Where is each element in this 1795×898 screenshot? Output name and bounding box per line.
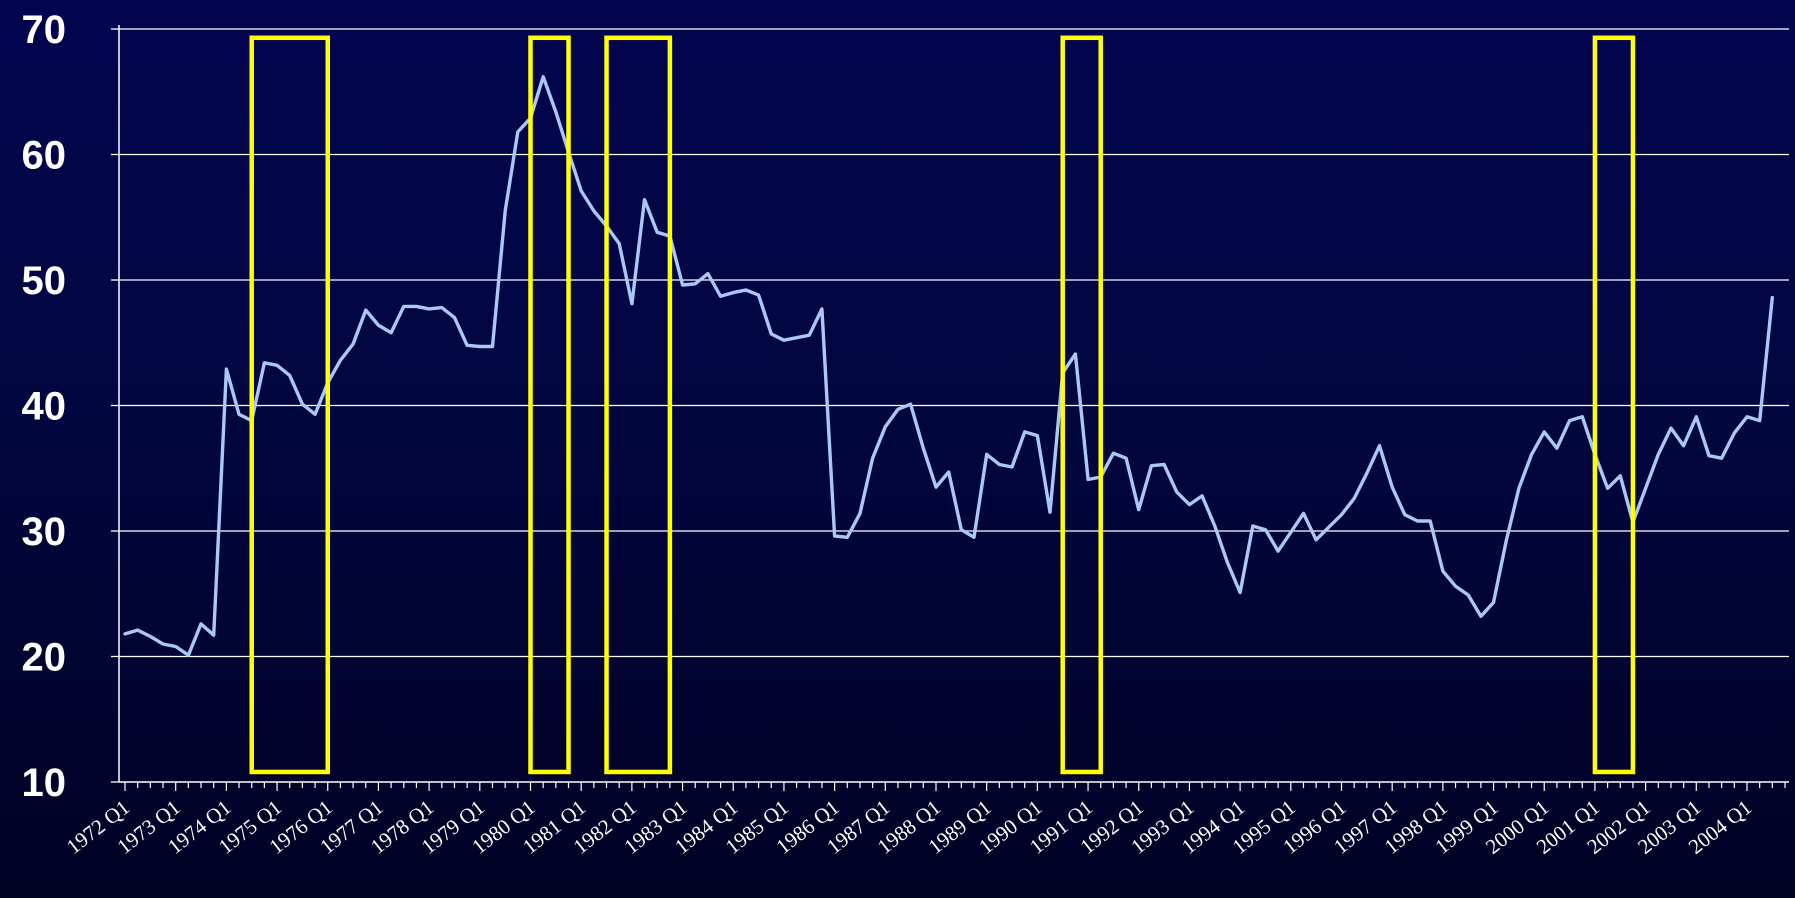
- gridlines: [119, 28, 1789, 658]
- highlight-box-3: [1060, 35, 1103, 775]
- series: [123, 74, 1775, 657]
- highlight-box-0: [249, 35, 330, 775]
- highlight-box-1: [528, 35, 571, 775]
- y-tick-label-30: 30: [22, 510, 67, 554]
- y-axis-ticks: 10 20 30 40 50 60 70: [22, 8, 119, 805]
- y-tick-label-60: 60: [22, 134, 67, 178]
- series-line-0: [123, 74, 1775, 657]
- y-tick-label-70: 70: [22, 8, 67, 52]
- y-tick-label-20: 20: [22, 636, 67, 680]
- highlight-boxes: [249, 35, 1636, 775]
- y-tick-label-50: 50: [22, 259, 67, 303]
- highlight-box-4: [1592, 35, 1636, 775]
- y-tick-label-40: 40: [22, 385, 67, 429]
- y-tick-label-10: 10: [22, 761, 67, 805]
- highlight-box-2: [604, 35, 673, 775]
- axes: [118, 25, 1789, 783]
